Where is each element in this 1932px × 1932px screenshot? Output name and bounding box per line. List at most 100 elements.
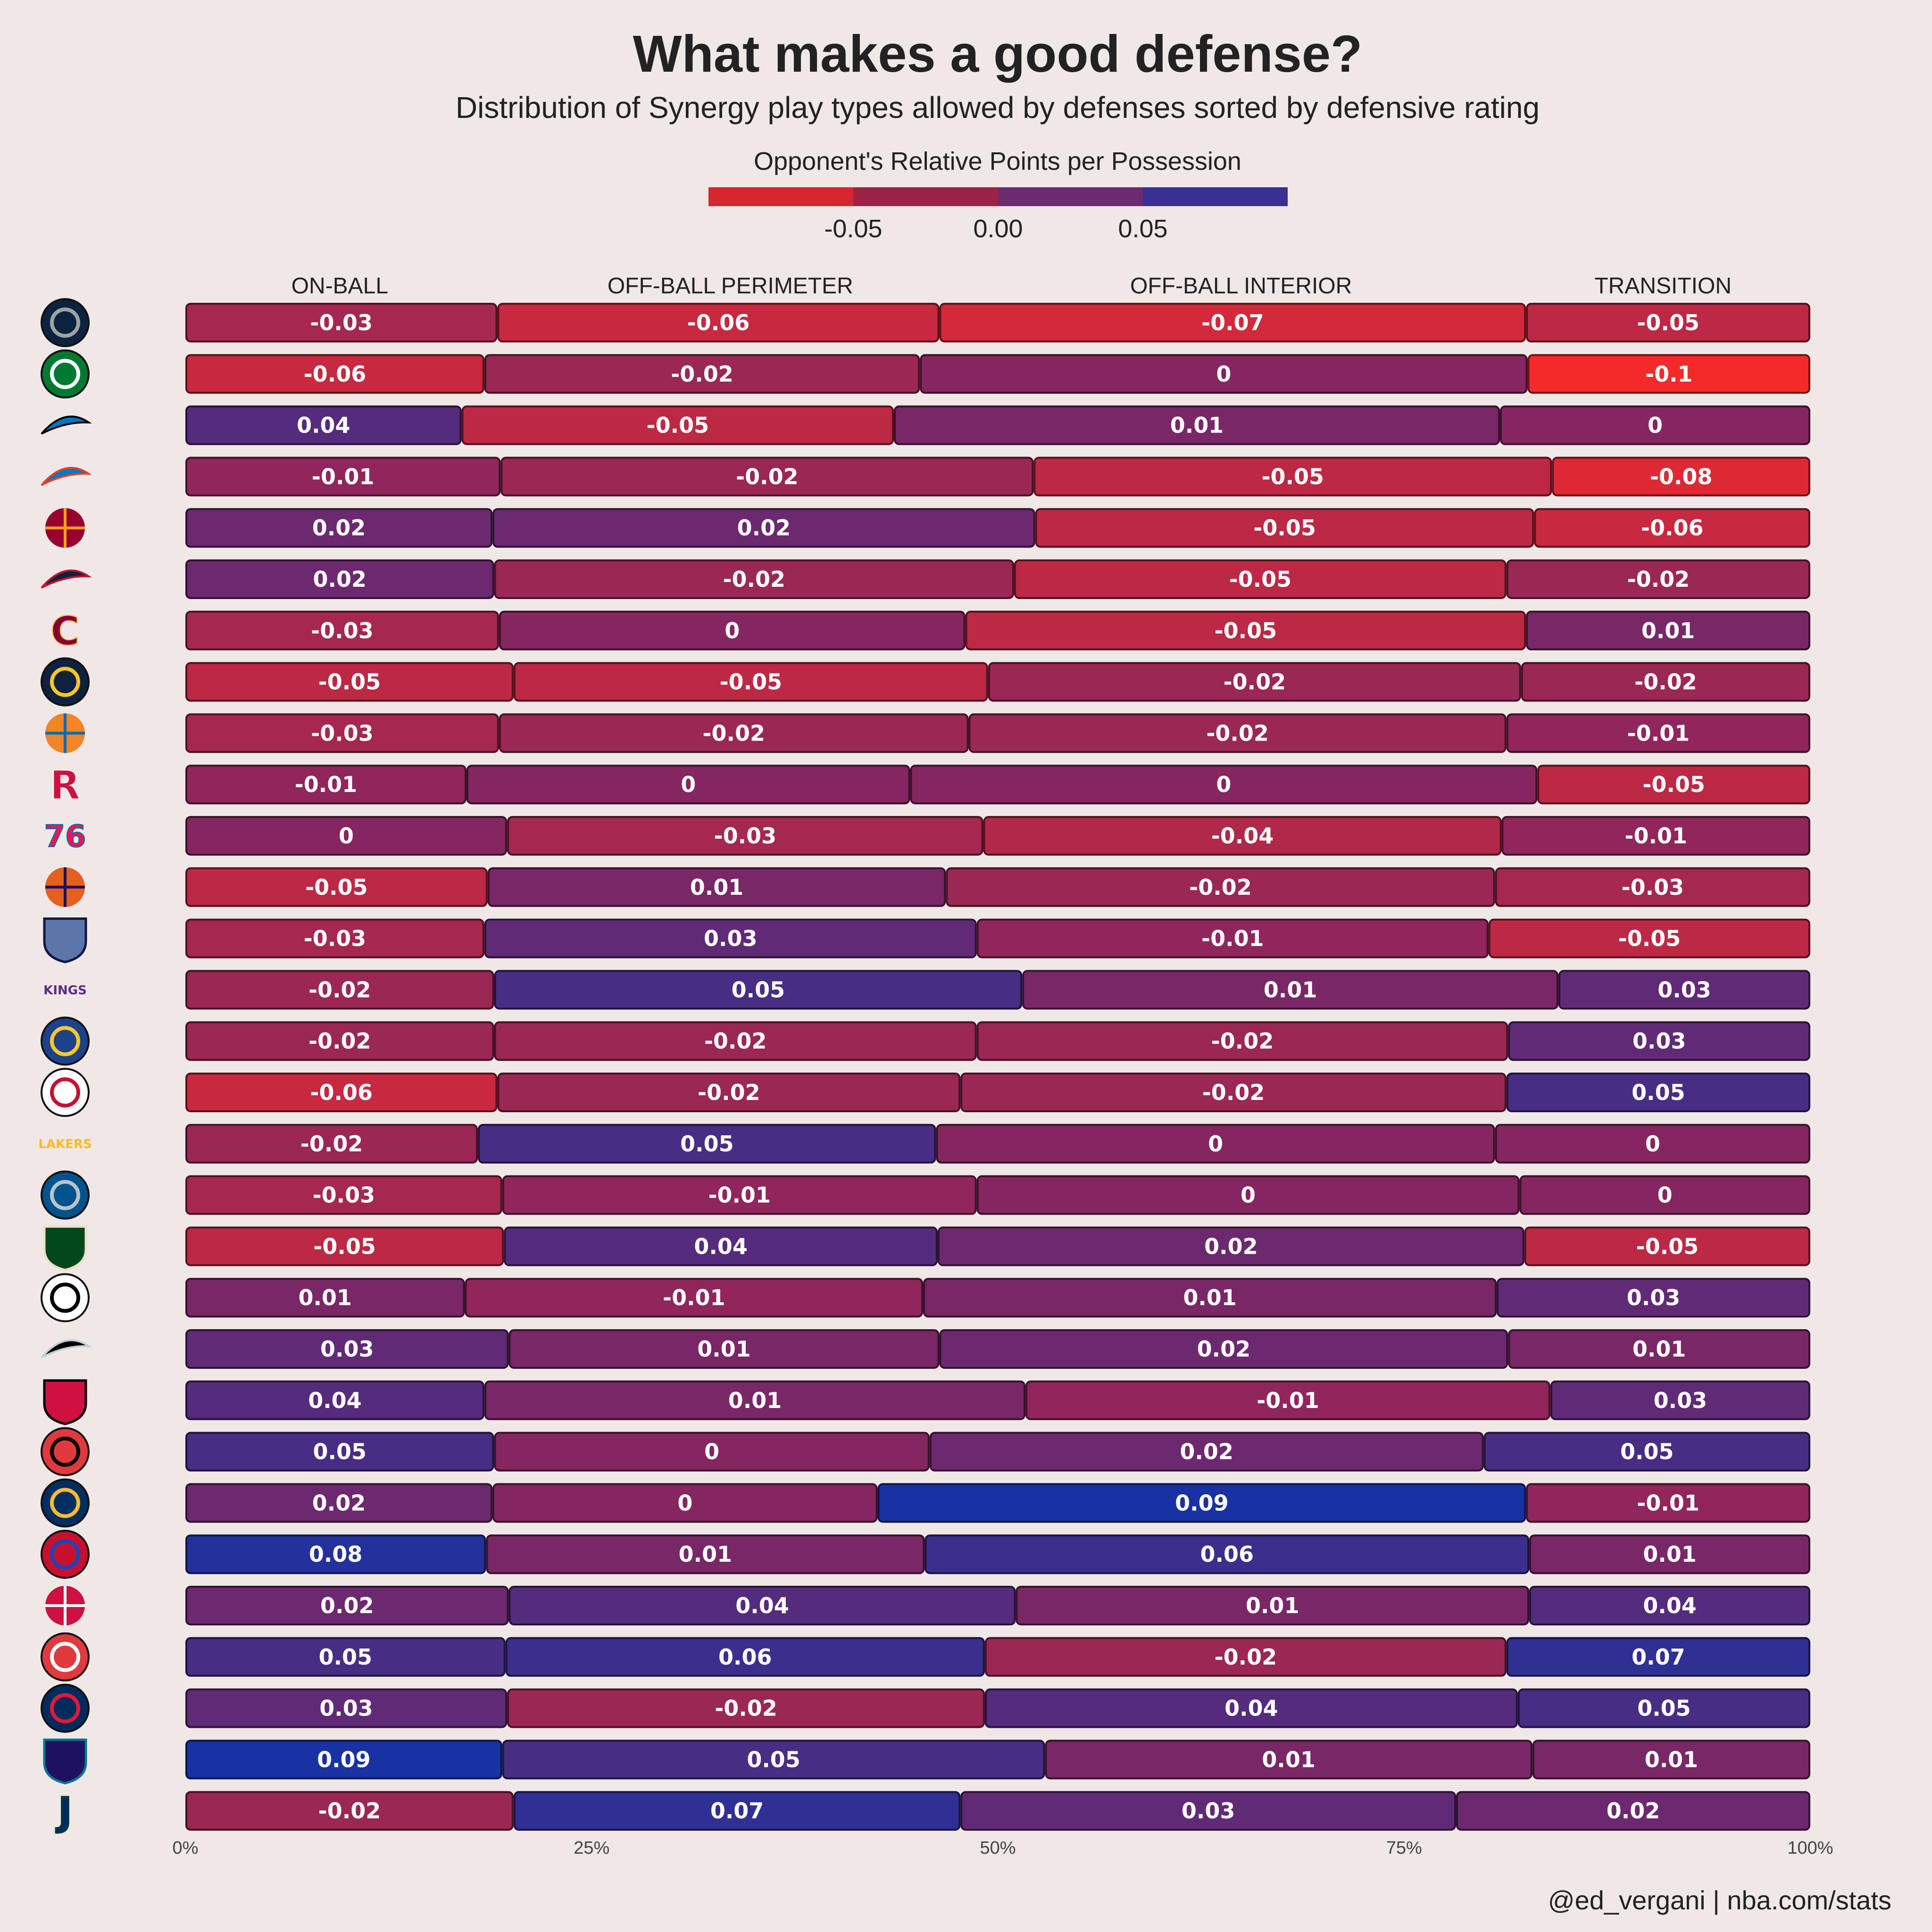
bar-segment [1045,1740,1532,1780]
bar-segment [185,1124,478,1164]
bar-label: 0.05 [313,1439,367,1465]
bar-label: -0.01 [295,772,358,797]
bar-label: -0.05 [313,1233,376,1259]
bar-segment [508,1586,1016,1625]
bar-label: 0 [1645,1131,1660,1157]
bar-label: -0.02 [715,1696,777,1721]
legend-tick: 0.05 [1118,215,1167,243]
bar-segment [185,1432,494,1472]
bar-label: 0.03 [320,1336,374,1362]
bar-segment [185,508,493,548]
bar-segment [1022,970,1559,1010]
pacers-logo [41,1478,90,1528]
bar-segment [968,713,1507,753]
team-row: -0.02 0.07 0.03 0.02 [185,1791,1810,1831]
bar-label: 0.02 [320,1593,374,1618]
bar-label: 0 [677,1490,692,1516]
bar-segment [185,713,499,753]
bar-label: 0.09 [1175,1490,1229,1516]
bar-label: 0.03 [1182,1798,1235,1824]
bar-segment [185,970,494,1010]
magic-logo [41,416,92,435]
svg-text:J: J [55,1788,72,1834]
bar-label: 0.01 [1183,1285,1237,1310]
bar-label: -0.03 [304,926,366,951]
team-row: 0.02 0 0.09 -0.01 [185,1483,1810,1523]
bar-segment [494,1021,977,1061]
bar-segment [1506,559,1810,599]
heat-logo [45,508,85,548]
bar-label: -0.01 [1201,926,1264,951]
hawks-logo [41,1632,90,1682]
team-row: -0.01 0 0 -0.05 [185,765,1810,805]
legend-swatch-4 [1143,187,1288,206]
bar-segment [1537,765,1810,805]
bar-label: -0.01 [708,1183,771,1208]
bar-segment [500,457,1034,497]
bulls-logo [43,1379,87,1425]
bar-label: -0.01 [1257,1388,1319,1413]
bar-label: 0.03 [319,1696,373,1721]
bar-segment [185,1329,509,1369]
bar-label: 0.01 [1246,1593,1299,1618]
bar-label: -0.05 [1637,310,1699,335]
bar-label: -0.02 [308,1028,371,1054]
bar-segment [185,457,501,497]
bar-label: -0.1 [1645,361,1693,387]
bar-label: 0.02 [312,515,366,541]
bar-label: -0.02 [702,720,765,746]
team-row: -0.02 -0.02 -0.02 0.03 [185,1021,1810,1061]
pistons-logo [41,1530,90,1579]
suns-logo [45,867,85,907]
bar-segment [1014,559,1507,599]
bar-segment [494,559,1014,599]
team-row: -0.03 -0.06 -0.07 -0.05 [185,303,1810,342]
bars: -0.03 -0.06 -0.07 -0.05-0.06 -0.02 0 -0.10.04-… [185,303,1811,1831]
bar-segment [185,1740,502,1780]
team-row: 0.08 0.01 0.06 0.01 [185,1534,1810,1574]
bar-segment [1526,610,1810,650]
team-row: -0.03 -0.01 0 0 [185,1175,1810,1215]
bar-segment [1527,354,1811,394]
bar-label: -0.07 [1201,310,1264,335]
bar-segment [1501,816,1810,856]
bar-segment [976,1021,1508,1061]
bar-segment [461,405,894,445]
bar-label: 0.02 [737,515,791,541]
bar-label: 0.03 [704,926,758,951]
sixers-logo: 76 [43,819,86,855]
x-tick-label: 100% [1787,1838,1833,1858]
bar-segment [185,559,494,599]
bar-segment [1500,405,1810,445]
bar-label: 0 [681,772,696,797]
team-row: 0.03 0.01 0.02 0.01 [185,1329,1810,1369]
bar-label: -0.02 [1215,1644,1277,1670]
bar-segment [1506,1073,1810,1112]
legend-title: Opponent's Relative Points per Possessio… [754,147,1241,175]
team-logos: C R 76 KINGS LAKERS J [38,298,92,1835]
bar-label: 0.08 [309,1541,363,1567]
bar-segment [505,1637,985,1677]
bar-label: 0.01 [728,1388,782,1413]
bar-segment [960,1791,1456,1831]
bar-label: 0.04 [297,413,350,438]
cavaliers-logo: C [50,608,80,655]
bar-label: -0.06 [687,310,750,335]
bar-segment [507,1688,985,1728]
bar-segment [494,1432,930,1472]
celtics-logo [41,349,90,399]
chart-title: What makes a good defense? [633,25,1362,83]
thunder-logo [41,466,92,486]
bar-label: 0.01 [690,874,744,900]
svg-text:C: C [50,608,80,654]
team-row: 0.05 0 0.02 0.05 [185,1432,1810,1472]
bar-label: 0.01 [1641,618,1695,643]
bar-segment [185,354,484,394]
jazz-logo: J [55,1788,73,1835]
bar-label: 0.05 [1637,1696,1691,1721]
bar-label: 0.04 [735,1593,789,1618]
raptors-logo [45,1586,85,1625]
team-row: -0.05 0.01 -0.02 -0.03 [185,867,1810,907]
bar-segment [1035,508,1534,548]
